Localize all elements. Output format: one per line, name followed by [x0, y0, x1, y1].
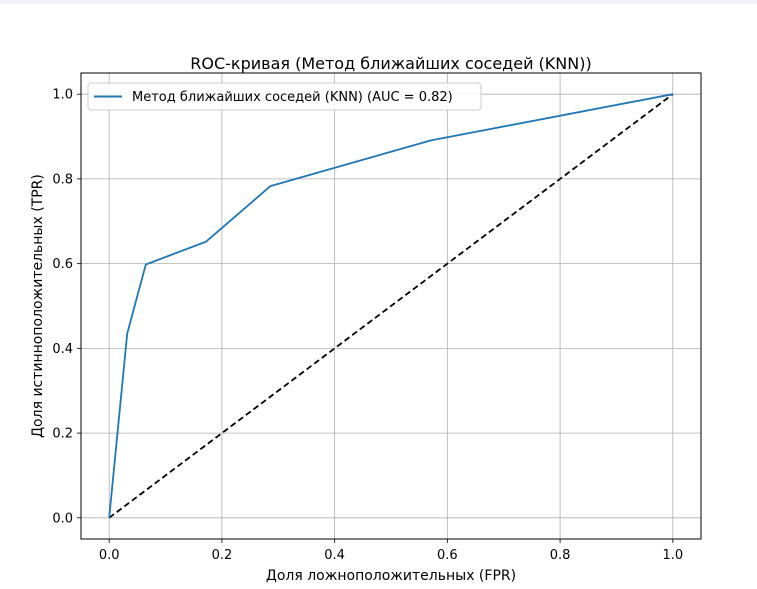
- y-tick-label: 1.0: [52, 88, 73, 103]
- x-tick-label: 1.0: [662, 548, 683, 563]
- y-axis-ticks: 0.0 0.2 0.4 0.6 0.8 1.0: [52, 88, 81, 526]
- plot-area-frame: [80, 72, 702, 540]
- y-tick-label: 0.6: [52, 257, 73, 272]
- window-top-strip: [0, 0, 757, 4]
- roc-curve-path: [108, 93, 673, 518]
- x-tick-label: 0.4: [324, 548, 345, 563]
- y-tick-label: 0.2: [52, 427, 73, 442]
- x-axis-ticks: 0.0 0.2 0.4 0.6 0.8 1.0: [99, 539, 683, 563]
- roc-curve: [108, 93, 673, 518]
- grid-lines: [81, 73, 701, 539]
- y-tick-label: 0.0: [52, 511, 73, 526]
- x-axis-label: Доля ложноположительных (FPR): [266, 568, 516, 584]
- x-tick-label: 0.2: [212, 548, 233, 563]
- x-tick-label: 0.6: [437, 548, 458, 563]
- x-tick-label: 0.8: [550, 548, 571, 563]
- y-tick-label: 0.8: [52, 172, 73, 187]
- diagonal-reference-line: [108, 93, 674, 519]
- legend: Метод ближайших соседей (KNN) (AUC = 0.8…: [87, 82, 482, 111]
- legend-label: Метод ближайших соседей (KNN) (AUC = 0.8…: [132, 90, 453, 105]
- chart-title: ROC-кривая (Метод ближайших соседей (KNN…: [190, 54, 591, 73]
- diagonal-line-path: [108, 93, 674, 519]
- y-axis-label: Доля истинноположительных (TPR): [30, 174, 46, 438]
- y-tick-label: 0.4: [52, 342, 73, 357]
- x-tick-label: 0.0: [99, 548, 120, 563]
- legend-box: [87, 82, 482, 111]
